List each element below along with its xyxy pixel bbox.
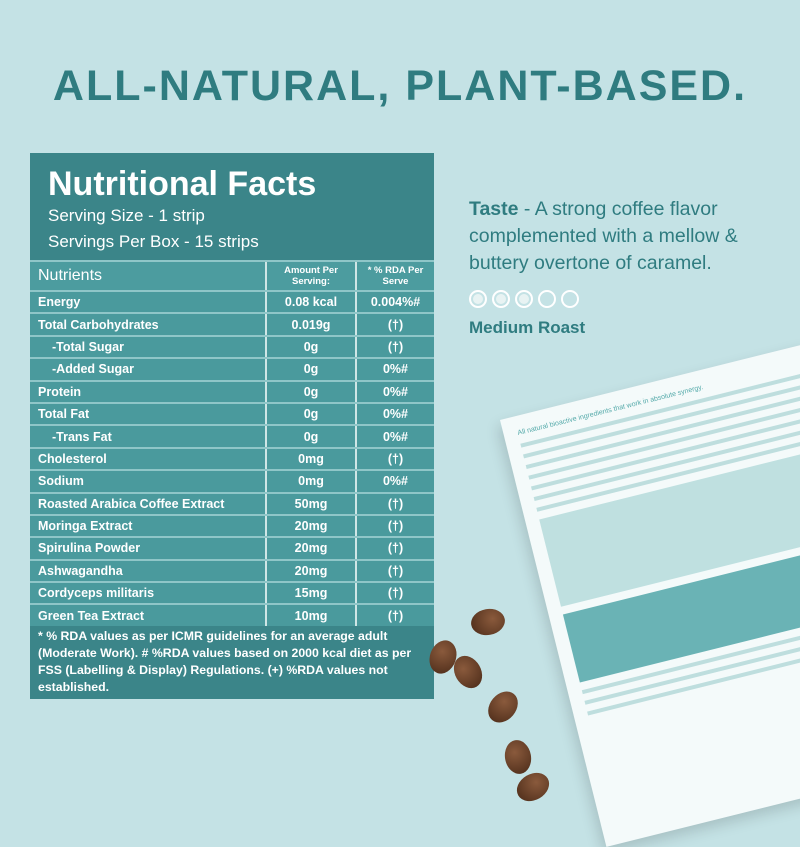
- table-row: -Added Sugar 0g 0%#: [30, 357, 434, 380]
- col-rda: * % RDA Per Serve: [355, 262, 434, 290]
- nutrient-name: Sodium: [38, 474, 84, 489]
- nutrient-rda: (†): [355, 336, 434, 358]
- nutrient-name: Total Fat: [38, 407, 90, 422]
- nutrient-amount: 0g: [265, 403, 355, 425]
- table-row: Roasted Arabica Coffee Extract 50mg (†): [30, 491, 434, 514]
- table-row: Ashwagandha 20mg (†): [30, 558, 434, 582]
- nutrient-amount: 50mg: [265, 493, 355, 514]
- table-row: Green Tea Extract 10mg (†): [30, 603, 434, 626]
- nutrient-name: Energy: [38, 295, 81, 310]
- nutrient-amount: 0mg: [265, 448, 355, 470]
- table-row: -Trans Fat 0g 0%#: [30, 424, 434, 447]
- nutrient-rda: (†): [355, 560, 434, 582]
- table-row: Cholesterol 0mg (†): [30, 446, 434, 470]
- table-header: Nutrients Amount Per Serving: * % RDA Pe…: [30, 260, 434, 290]
- nutrient-amount: 15mg: [265, 583, 355, 604]
- nutrient-name: Roasted Arabica Coffee Extract: [38, 496, 225, 511]
- taste-description: Taste - A strong coffee flavor complemen…: [469, 196, 789, 277]
- coffee-bean: [469, 606, 507, 638]
- facts-title: Nutritional Facts: [48, 165, 317, 203]
- nutrient-name: Protein: [38, 384, 82, 399]
- nutrient-rda: (†): [355, 448, 434, 470]
- nutrient-amount: 20mg: [265, 560, 355, 582]
- roast-level-indicator: [469, 290, 579, 308]
- nutrient-amount: 0g: [265, 336, 355, 358]
- nutrient-name: Cholesterol: [38, 451, 107, 466]
- nutrient-rda: (†): [355, 538, 434, 559]
- nutrition-facts-panel: Nutritional Facts Serving Size - 1 strip…: [30, 153, 434, 699]
- serving-size: Serving Size - 1 strip: [48, 206, 205, 225]
- taste-text: - A strong coffee flavor complemented wi…: [469, 198, 738, 274]
- table-row: Total Carbohydrates 0.019g (†): [30, 312, 434, 335]
- headline: ALL-NATURAL, PLANT-BASED.: [52, 62, 748, 110]
- nutrient-name: -Added Sugar: [52, 362, 134, 377]
- roast-dot: [561, 290, 579, 308]
- table-row: Moringa Extract 20mg (†): [30, 513, 434, 537]
- nutrient-rda: 0%#: [355, 403, 434, 425]
- table-row: Protein 0g 0%#: [30, 379, 434, 402]
- table-row: Sodium 0mg 0%#: [30, 469, 434, 492]
- footnote: * % RDA values as per ICMR guidelines fo…: [38, 629, 412, 694]
- nutrient-name: -Trans Fat: [52, 429, 112, 444]
- col-amount: Amount Per Serving:: [265, 262, 355, 290]
- nutrient-amount: 0g: [265, 381, 355, 402]
- nutrient-name: Green Tea Extract: [38, 608, 145, 623]
- nutrient-name: Total Carbohydrates: [38, 317, 159, 332]
- nutrient-amount: 0g: [265, 359, 355, 380]
- nutrient-name: -Total Sugar: [52, 339, 124, 354]
- nutrient-rda: (†): [355, 493, 434, 514]
- nutrient-amount: 20mg: [265, 515, 355, 537]
- nutrient-name: Ashwagandha: [38, 563, 123, 578]
- roast-dot: [492, 290, 510, 308]
- table-row: Total Fat 0g 0%#: [30, 401, 434, 425]
- nutrient-amount: 0.019g: [265, 314, 355, 335]
- coffee-bean: [502, 738, 534, 776]
- nutrient-rda: (†): [355, 583, 434, 604]
- roast-dot: [469, 290, 487, 308]
- nutrient-rda: 0%#: [355, 381, 434, 402]
- roast-dot: [538, 290, 556, 308]
- nutrient-rda: (†): [355, 314, 434, 335]
- product-package-image: All natural bioactive ingredients that w…: [500, 342, 800, 847]
- nutrient-rda: 0%#: [355, 359, 434, 380]
- roast-label: Medium Roast: [469, 318, 586, 337]
- table-row: Cordyceps militaris 15mg (†): [30, 581, 434, 604]
- coffee-bean: [482, 685, 524, 729]
- nutrient-name: Spirulina Powder: [38, 541, 141, 556]
- nutrient-name: Moringa Extract: [38, 519, 133, 534]
- nutrient-rda: 0%#: [355, 471, 434, 492]
- taste-label: Taste: [469, 198, 519, 220]
- nutrient-rda: 0%#: [355, 426, 434, 447]
- nutrient-rda: (†): [355, 605, 434, 626]
- nutrient-amount: 0mg: [265, 471, 355, 492]
- table-row: -Total Sugar 0g (†): [30, 334, 434, 358]
- table-row: Energy 0.08 kcal 0.004%#: [30, 290, 434, 313]
- nutrition-table: Nutrients Amount Per Serving: * % RDA Pe…: [30, 260, 434, 626]
- nutrient-amount: 0g: [265, 426, 355, 447]
- nutrient-rda: (†): [355, 515, 434, 537]
- col-nutrients: Nutrients: [38, 267, 103, 284]
- nutrient-amount: 0.08 kcal: [265, 292, 355, 313]
- roast-dot: [515, 290, 533, 308]
- nutrient-amount: 10mg: [265, 605, 355, 626]
- table-row: Spirulina Powder 20mg (†): [30, 536, 434, 559]
- nutrient-rda: 0.004%#: [355, 292, 434, 313]
- nutrient-amount: 20mg: [265, 538, 355, 559]
- nutrient-name: Cordyceps militaris: [38, 586, 155, 601]
- servings-per-box: Servings Per Box - 15 strips: [48, 232, 259, 251]
